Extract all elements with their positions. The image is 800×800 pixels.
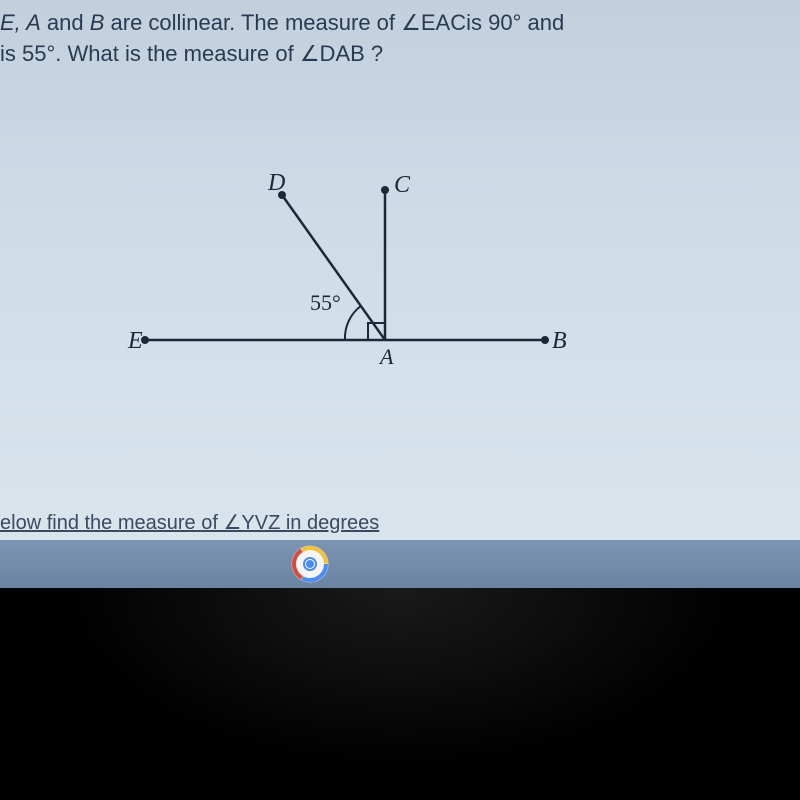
q-line2-end: ? [365, 41, 383, 66]
chrome-icon[interactable] [290, 544, 330, 584]
label-a: A [378, 344, 394, 369]
taskbar[interactable] [0, 540, 800, 588]
angle-arc [345, 306, 361, 340]
label-d: D [267, 170, 285, 196]
q-angle2: ∠DAB [300, 41, 365, 66]
question-text: E, A and B are collinear. The measure of… [0, 8, 564, 70]
bezel-area [0, 588, 800, 800]
screen: E, A and B are collinear. The measure of… [0, 0, 800, 800]
angle-label: 55° [310, 290, 341, 315]
q-line1-pre: E, A [0, 10, 41, 35]
label-b: B [552, 328, 567, 354]
label-e: E [127, 328, 143, 354]
q-line1-post: are collinear. The measure of [104, 10, 401, 35]
q-line1-end: is 90° and [466, 10, 564, 35]
content-area: E, A and B are collinear. The measure of… [0, 0, 800, 545]
q-line1-b: B [90, 10, 105, 35]
next-question-text: elow find the measure of ∠YVZ in degrees [0, 510, 379, 535]
geometry-diagram: D C E A B 55° [100, 140, 580, 400]
q-angle1: ∠EAC [401, 10, 466, 35]
line-ad [282, 195, 385, 340]
label-c: C [394, 172, 411, 198]
q-line2-pre: is 55°. What is the measure of [0, 41, 300, 66]
point-b [541, 336, 549, 344]
q-line1-mid: and [41, 10, 90, 35]
point-c [381, 186, 389, 194]
